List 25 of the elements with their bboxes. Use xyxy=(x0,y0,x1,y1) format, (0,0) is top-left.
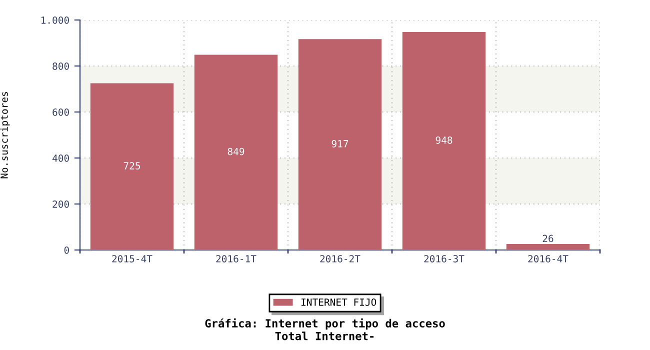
y-axis-title: No.suscriptores xyxy=(0,92,10,178)
y-tick-label: 200 xyxy=(52,200,69,208)
data-label: 948 xyxy=(436,136,452,144)
text: Total Internet- xyxy=(275,332,374,340)
x-tick-label: 2015-4T xyxy=(112,255,152,262)
y-tick-label: 800 xyxy=(52,62,69,70)
bar xyxy=(402,32,486,250)
text: Gráfica: Internet por tipo de acceso xyxy=(205,318,445,330)
data-label: 725 xyxy=(124,162,140,170)
data-label: 849 xyxy=(228,148,244,156)
x-tick-label: 2016-3T xyxy=(424,255,464,262)
bar xyxy=(298,39,382,250)
y-tick-label: 400 xyxy=(52,154,69,162)
y-tick-label: 1.000 xyxy=(41,16,69,24)
data-label: 26 xyxy=(542,234,554,242)
bar xyxy=(90,83,174,250)
y-tick-label: 600 xyxy=(52,108,69,116)
x-tick-label: 2016-1T xyxy=(216,255,256,262)
y-tick-label: 0 xyxy=(64,246,69,254)
bar xyxy=(194,54,278,250)
x-tick-label: 2016-4T xyxy=(528,255,568,262)
x-tick-label: 2016-2T xyxy=(320,255,360,262)
legend-label: INTERNET FIJO xyxy=(302,298,376,306)
data-label: 917 xyxy=(332,140,348,148)
bar xyxy=(506,244,590,250)
